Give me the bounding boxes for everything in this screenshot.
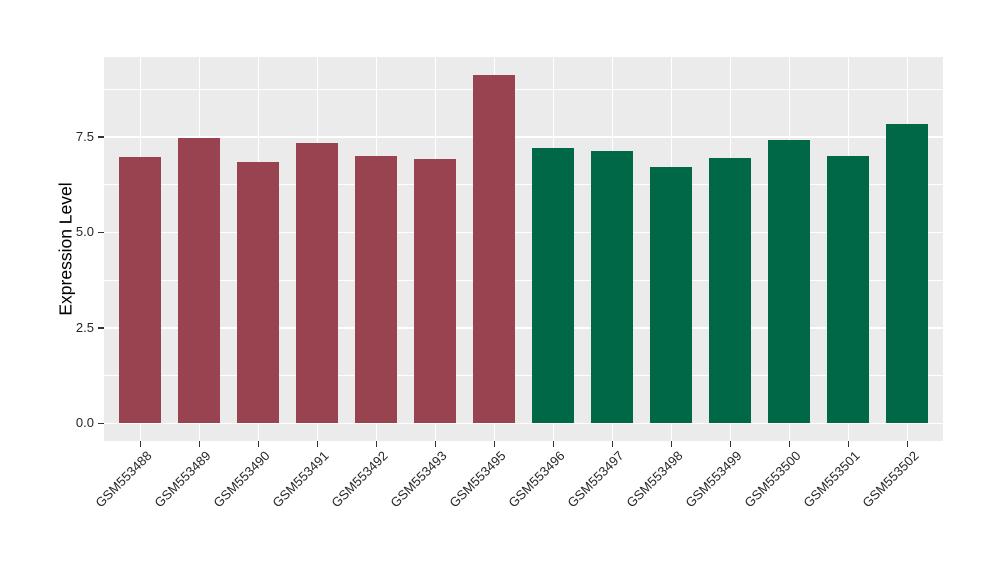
x-tick-mark (434, 441, 437, 447)
gridline-minor-horizontal (104, 88, 943, 90)
gridline-minor-horizontal (104, 375, 943, 377)
x-tick-mark (493, 441, 496, 447)
x-tick-mark (788, 441, 791, 447)
x-tick-mark (729, 441, 732, 447)
x-tick-mark (375, 441, 378, 447)
x-tick-mark (198, 441, 201, 447)
y-tick-mark (98, 327, 104, 329)
gridline-minor-horizontal (104, 279, 943, 281)
y-tick-mark (98, 136, 104, 138)
gridline-major-horizontal (104, 231, 943, 234)
bar (709, 157, 752, 424)
bar (768, 140, 811, 424)
x-tick-label: GSM553492 (328, 448, 391, 511)
gridline-minor-horizontal (104, 184, 943, 186)
x-tick-label: GSM553491 (269, 448, 332, 511)
x-tick-label: GSM553498 (623, 448, 686, 511)
x-tick-label: GSM553502 (859, 448, 922, 511)
x-tick-label: GSM553488 (92, 448, 155, 511)
y-tick-mark (98, 422, 104, 425)
x-tick-label: GSM553490 (210, 448, 273, 511)
bar (237, 161, 280, 424)
y-tick-label: 5.0 (75, 224, 94, 240)
x-tick-label: GSM553500 (741, 448, 804, 511)
y-tick-mark (98, 231, 104, 234)
x-tick-label: GSM553493 (387, 448, 450, 511)
x-tick-mark (316, 441, 319, 447)
gridline-major-horizontal (104, 422, 943, 425)
bar (886, 123, 929, 424)
y-tick-label: 7.5 (75, 128, 94, 144)
bar (591, 150, 634, 424)
bar (473, 74, 516, 424)
x-tick-label: GSM553497 (564, 448, 627, 511)
x-tick-label: GSM553496 (505, 448, 568, 511)
gridline-major-horizontal (104, 136, 943, 138)
x-tick-mark (611, 441, 614, 447)
bar (414, 158, 457, 424)
plot-area (104, 57, 943, 441)
x-tick-label: GSM553495 (446, 448, 509, 511)
y-tick-label: 0.0 (75, 415, 94, 431)
bar (355, 155, 398, 424)
gridline-major-horizontal (104, 327, 943, 329)
x-tick-mark (670, 441, 673, 447)
x-tick-label: GSM553489 (151, 448, 214, 511)
x-tick-mark (906, 441, 909, 447)
x-tick-mark (139, 441, 142, 447)
bar (178, 138, 221, 424)
x-tick-mark (257, 441, 260, 447)
bar (827, 156, 870, 424)
y-axis-title: Expression Level (55, 182, 76, 316)
bar (532, 148, 575, 424)
x-tick-label: GSM553501 (800, 448, 863, 511)
bar (119, 157, 162, 424)
bar (296, 142, 339, 424)
x-tick-label: GSM553499 (682, 448, 745, 511)
x-tick-mark (847, 441, 850, 447)
bar (650, 167, 693, 424)
x-tick-mark (552, 441, 555, 447)
y-tick-label: 2.5 (75, 319, 94, 335)
